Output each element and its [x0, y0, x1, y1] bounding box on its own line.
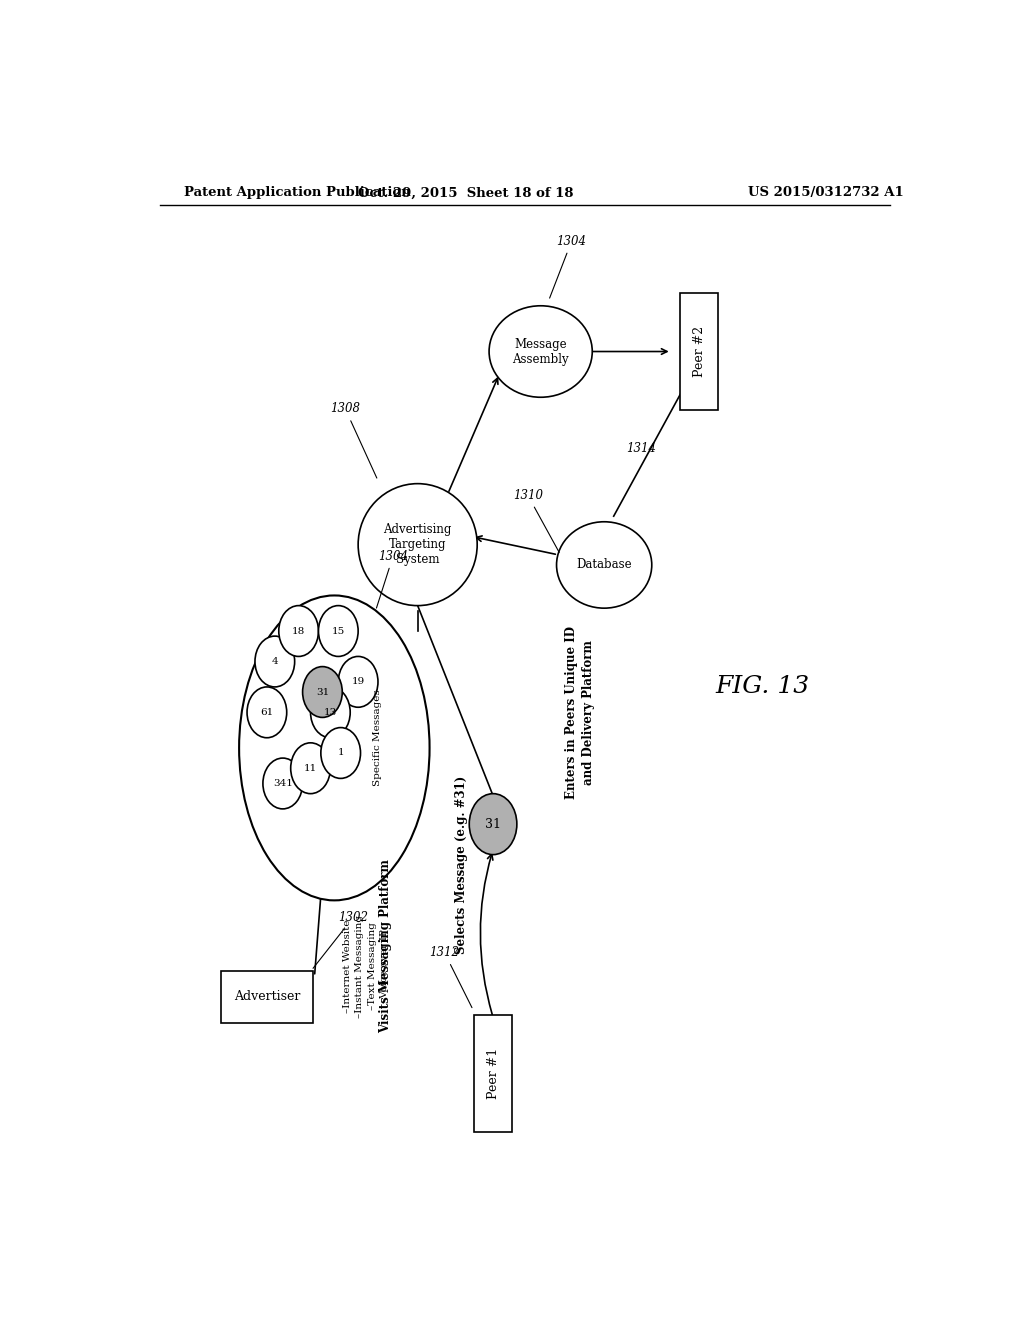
Circle shape	[338, 656, 378, 708]
Ellipse shape	[489, 306, 592, 397]
Text: 4: 4	[271, 657, 279, 667]
Text: Peer #2: Peer #2	[693, 326, 706, 378]
Text: 19: 19	[351, 677, 365, 686]
Text: Oct. 29, 2015  Sheet 18 of 18: Oct. 29, 2015 Sheet 18 of 18	[357, 186, 573, 199]
Circle shape	[247, 686, 287, 738]
Circle shape	[279, 606, 318, 656]
Ellipse shape	[240, 595, 430, 900]
Circle shape	[469, 793, 517, 854]
Text: 1304: 1304	[377, 550, 408, 609]
Text: 31: 31	[485, 817, 501, 830]
Circle shape	[310, 686, 350, 738]
Text: 341: 341	[272, 779, 293, 788]
Text: 1302: 1302	[313, 911, 369, 969]
Text: 1314: 1314	[627, 442, 656, 454]
Circle shape	[321, 727, 360, 779]
Text: 1308: 1308	[331, 403, 377, 478]
Text: 1304: 1304	[550, 235, 587, 298]
Text: 18: 18	[292, 627, 305, 635]
FancyBboxPatch shape	[221, 970, 312, 1023]
Text: 31: 31	[315, 688, 329, 697]
Ellipse shape	[557, 521, 651, 609]
Text: FIG. 13: FIG. 13	[716, 676, 810, 698]
Ellipse shape	[358, 483, 477, 606]
Text: Specific Messages: Specific Messages	[374, 689, 383, 787]
Text: 1: 1	[337, 748, 344, 758]
Circle shape	[255, 636, 295, 686]
Text: Visits Messaging Platform: Visits Messaging Platform	[380, 859, 392, 1034]
Text: Patent Application Publication: Patent Application Publication	[183, 186, 411, 199]
Text: Database: Database	[577, 558, 632, 572]
Text: 15: 15	[332, 627, 345, 635]
Text: Message
Assembly: Message Assembly	[512, 338, 569, 366]
Text: 13: 13	[324, 708, 337, 717]
Text: Advertiser: Advertiser	[233, 990, 300, 1003]
Text: Selects Message (e.g. #31): Selects Message (e.g. #31)	[455, 776, 468, 954]
Text: Advertising
Targeting
System: Advertising Targeting System	[383, 523, 452, 566]
FancyBboxPatch shape	[680, 293, 719, 411]
Circle shape	[291, 743, 331, 793]
Text: 61: 61	[260, 708, 273, 717]
Text: Enters in Peers Unique ID
and Delivery Platform: Enters in Peers Unique ID and Delivery P…	[565, 626, 595, 799]
Circle shape	[318, 606, 358, 656]
Text: Peer #1: Peer #1	[486, 1048, 500, 1098]
Text: 1310: 1310	[513, 488, 559, 552]
Text: US 2015/0312732 A1: US 2015/0312732 A1	[749, 186, 904, 199]
Circle shape	[303, 667, 342, 718]
FancyBboxPatch shape	[474, 1015, 512, 1131]
Text: 11: 11	[304, 764, 317, 772]
Text: 1312: 1312	[430, 946, 472, 1007]
Text: –Internet Website
–Instant Messaging
–Text Messaging
–Voice over IP: –Internet Website –Instant Messaging –Te…	[343, 915, 389, 1018]
Circle shape	[263, 758, 303, 809]
